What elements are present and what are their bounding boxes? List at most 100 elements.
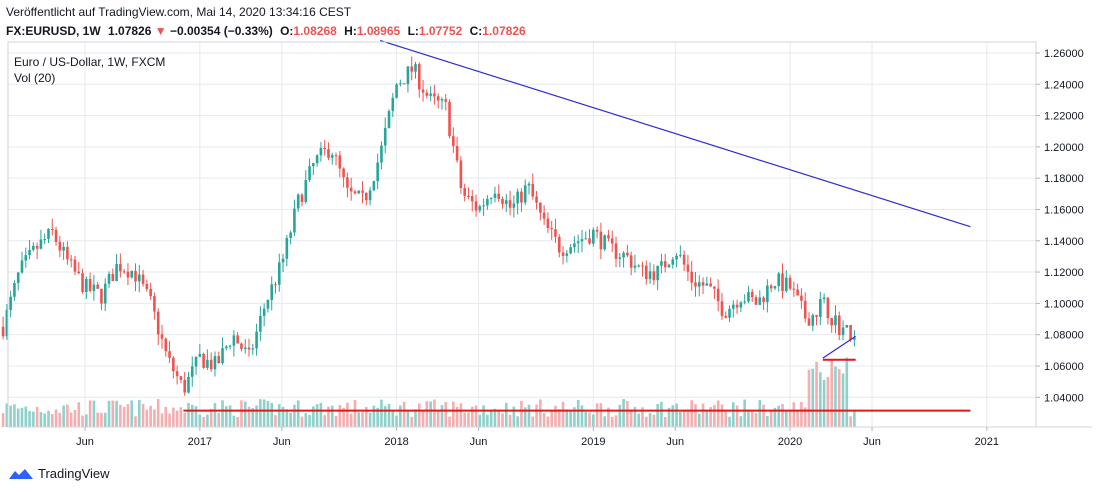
candle-body (535, 196, 538, 203)
volume-bar (372, 405, 376, 427)
volume-bar (262, 399, 266, 427)
candle-body (391, 97, 395, 112)
candle-body (758, 297, 762, 305)
volume-bar (315, 404, 319, 427)
volume-bar (126, 404, 130, 427)
volume-bar (160, 413, 164, 427)
candle-body (637, 265, 641, 267)
tradingview-logo-icon (9, 468, 33, 479)
open-label: O: (280, 24, 294, 38)
candle-body (206, 359, 209, 368)
volume-bar (425, 401, 429, 427)
candle-body (607, 235, 610, 239)
volume-bar (648, 413, 652, 427)
volume-bar (497, 411, 501, 427)
last-price: 1.07826 (108, 24, 152, 38)
volume-bar (433, 399, 436, 427)
candle-body (788, 277, 792, 289)
volume-bar (644, 416, 648, 427)
volume-bar (338, 405, 342, 427)
volume-bar (319, 403, 323, 427)
volume-bar (463, 412, 466, 427)
candle-body (550, 228, 554, 230)
volume-bar (830, 359, 833, 427)
candle-body (361, 190, 364, 193)
volume-bar (429, 401, 432, 427)
volume-bar (750, 411, 754, 427)
candle-body (584, 238, 588, 240)
volume-bar (168, 413, 171, 427)
candle-body (228, 345, 232, 347)
candle-body (444, 99, 448, 102)
candle-body (156, 311, 160, 335)
volume-bar (62, 405, 65, 427)
candle-body (50, 228, 54, 230)
volume-bar (633, 407, 637, 427)
volume-bar (35, 406, 39, 427)
volume-bar (5, 403, 9, 427)
volume-bar (190, 404, 194, 427)
volume-bar (308, 414, 311, 427)
grid (8, 42, 1036, 427)
volume-bar (417, 403, 421, 427)
footer-brand[interactable]: TradingView (8, 466, 110, 481)
trendline-wedge[interactable] (822, 335, 856, 359)
candle-body (750, 291, 754, 298)
candle-body (20, 260, 24, 273)
volume-bar (554, 405, 557, 427)
volume-bar (660, 401, 663, 427)
volume-bar (739, 416, 743, 427)
candle-body (470, 196, 474, 202)
volume-bar (493, 408, 497, 427)
candle-body (716, 288, 720, 302)
candle-body (690, 271, 693, 283)
volume-bar (274, 415, 277, 427)
candle-body (69, 259, 73, 261)
volume-bar (141, 403, 145, 427)
volume-bar (595, 403, 599, 427)
volume-bar (667, 407, 671, 427)
candle-body (660, 261, 663, 266)
volume-bar (88, 400, 92, 427)
candle-body (274, 284, 277, 286)
candle-body (436, 96, 440, 101)
volume-bar (724, 411, 728, 427)
y-tick-label: 1.04000 (1044, 392, 1084, 404)
candle-body (686, 264, 690, 272)
candle-body (425, 92, 429, 96)
volume-bar (777, 405, 781, 427)
y-tick-label: 1.22000 (1044, 111, 1084, 123)
volume-bar (357, 412, 361, 427)
volume-bar (444, 402, 448, 427)
volume-bar (754, 413, 758, 427)
volume-bar (656, 404, 659, 427)
x-tick-label: 2018 (384, 436, 408, 448)
volume-bar (732, 402, 735, 427)
candle-body (539, 202, 542, 213)
candle-body (781, 273, 784, 292)
volume-bar (531, 416, 535, 427)
volume-bar (387, 403, 391, 427)
candle-body (266, 300, 270, 309)
candle-body (13, 282, 16, 297)
candle-body (73, 259, 77, 272)
volume-bar (77, 402, 81, 427)
volume-bar (671, 405, 675, 427)
candle-body (830, 318, 833, 326)
candle-body (376, 162, 379, 182)
volume-bar (353, 399, 357, 427)
candle-body (103, 283, 107, 304)
candles (1, 56, 856, 396)
candle-body (122, 271, 126, 273)
candle-body (675, 255, 678, 260)
volume-bar (788, 409, 792, 427)
y-tick-label: 1.06000 (1044, 361, 1084, 373)
candle-body (542, 212, 546, 219)
volume-bar (626, 400, 629, 427)
price-change: −0.00354 (−0.33%) (169, 24, 273, 38)
trendline-resistance[interactable] (379, 39, 971, 228)
candle-body (803, 300, 807, 319)
volume-bar (784, 410, 788, 427)
candle-body (557, 236, 561, 253)
